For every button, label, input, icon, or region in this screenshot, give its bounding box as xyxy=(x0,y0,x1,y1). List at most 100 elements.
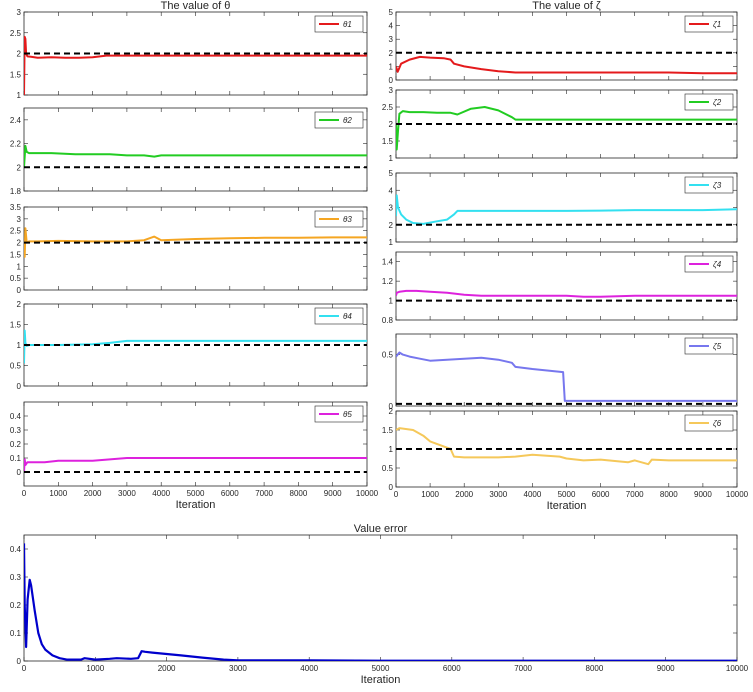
chart-title: The value of θ xyxy=(161,0,231,12)
legend: θ3 xyxy=(314,210,364,228)
x-tick-label: 2000 xyxy=(84,489,102,498)
plot-area xyxy=(24,227,367,258)
series-line-ζ3 xyxy=(396,194,737,225)
y-tick-label: 2 xyxy=(17,239,22,248)
series-line-ζ1 xyxy=(396,55,737,75)
y-tick-label: 0.5 xyxy=(382,351,394,360)
y-tick-label: 1.5 xyxy=(10,321,22,330)
y-tick-label: 2.5 xyxy=(10,29,22,38)
axes-box xyxy=(23,107,368,192)
legend: ζ2 xyxy=(684,93,734,111)
y-tick-label: 1.5 xyxy=(382,426,394,435)
legend-label: ζ2 xyxy=(713,98,722,107)
legend-label: θ2 xyxy=(343,116,352,125)
y-tick-label: 1 xyxy=(17,341,22,350)
y-tick-label: 0 xyxy=(17,468,22,477)
plot-area xyxy=(24,35,367,95)
legend: ζ4 xyxy=(684,255,734,273)
subplot-9: 0.8 1 1.2 1.4 ζ4 xyxy=(382,251,738,325)
y-tick-label: 2.2 xyxy=(10,140,22,149)
y-tick-label: 0.5 xyxy=(382,464,394,473)
x-tick-label: 8000 xyxy=(586,664,604,673)
y-tick-label: 4 xyxy=(389,22,394,31)
series-line-ζ4 xyxy=(396,289,737,298)
y-tick-label: 0.4 xyxy=(10,545,22,554)
y-tick-label: 1 xyxy=(389,238,394,247)
subplot-1: 1 1.5 2 2.5 3 θ1 The value of θ xyxy=(10,0,368,100)
x-tick-label: 6000 xyxy=(443,664,461,673)
x-tick-label: 0 xyxy=(22,664,27,673)
x-tick-label: 5000 xyxy=(187,489,205,498)
y-tick-label: 2 xyxy=(17,50,22,59)
x-tick-label: 1000 xyxy=(49,489,67,498)
plot-area xyxy=(24,329,367,364)
axes-box xyxy=(395,11,738,81)
x-tick-label: 1000 xyxy=(86,664,104,673)
y-tick-label: 3 xyxy=(17,8,22,17)
legend-label: θ4 xyxy=(343,312,352,321)
y-tick-label: 3 xyxy=(389,86,394,95)
y-tick-label: 2.5 xyxy=(10,227,22,236)
x-tick-label: 5000 xyxy=(558,490,576,499)
plot-area xyxy=(396,106,737,151)
y-tick-label: 2 xyxy=(17,163,22,172)
subplot-7: 1 1.5 2 2.5 3 ζ2 xyxy=(382,86,738,163)
x-axis-label: Iteration xyxy=(361,674,401,686)
legend: ζ1 xyxy=(684,15,734,33)
y-tick-label: 0.4 xyxy=(10,412,22,421)
x-tick-label: 3000 xyxy=(229,664,247,673)
axes-box xyxy=(23,206,368,291)
series-line-θ5 xyxy=(24,457,367,473)
plot-area xyxy=(396,427,737,466)
axes-box xyxy=(23,534,738,662)
x-tick-label: 9000 xyxy=(324,489,342,498)
y-tick-label: 0.2 xyxy=(10,440,22,449)
legend: θ4 xyxy=(314,307,364,325)
y-tick-label: 1 xyxy=(389,154,394,163)
y-tick-label: 1 xyxy=(17,91,22,100)
chart-title: Value error xyxy=(354,523,408,535)
y-tick-label: 2 xyxy=(389,49,394,58)
x-tick-label: 9000 xyxy=(694,490,712,499)
legend-label: θ1 xyxy=(343,20,352,29)
x-tick-label: 6000 xyxy=(221,489,239,498)
x-tick-label: 10000 xyxy=(726,490,749,499)
y-tick-label: 1.5 xyxy=(10,70,22,79)
y-tick-label: 0 xyxy=(389,76,394,85)
subplot-4: 0 0.5 1 1.5 2 θ4 xyxy=(10,300,368,391)
x-axis-label: Iteration xyxy=(176,499,216,511)
x-tick-label: 4000 xyxy=(524,490,542,499)
plot-area xyxy=(24,543,737,661)
legend-label: ζ3 xyxy=(713,181,722,190)
x-tick-label: 3000 xyxy=(489,490,507,499)
y-tick-label: 3 xyxy=(389,204,394,213)
y-tick-label: 0 xyxy=(389,483,394,492)
subplot-5: 0 0.1 0.2 0.3 0.4 0 1000 2000 3000 4000 5000 6000 70… xyxy=(10,401,379,511)
y-tick-label: 0.8 xyxy=(382,316,394,325)
plot-area xyxy=(396,194,737,226)
x-tick-label: 1000 xyxy=(421,490,439,499)
legend-label: ζ6 xyxy=(713,419,722,428)
y-tick-label: 4 xyxy=(389,186,394,195)
legend: θ1 xyxy=(314,15,364,33)
y-tick-label: 3 xyxy=(17,215,22,224)
y-tick-label: 2 xyxy=(17,300,22,309)
legend-label: ζ5 xyxy=(713,342,722,351)
series-line-ζ2 xyxy=(396,106,737,151)
y-tick-label: 0.1 xyxy=(10,454,22,463)
series-line-error xyxy=(24,543,737,661)
y-tick-label: 0 xyxy=(17,382,22,391)
y-tick-label: 1 xyxy=(17,262,22,271)
y-tick-label: 1 xyxy=(389,445,394,454)
y-tick-label: 5 xyxy=(389,169,394,178)
y-tick-label: 2.5 xyxy=(382,103,394,112)
x-tick-label: 6000 xyxy=(592,490,610,499)
y-tick-label: 0 xyxy=(389,402,394,411)
y-tick-label: 0.5 xyxy=(10,362,22,371)
plot-area xyxy=(24,144,367,169)
subplot-2: 1.8 2 2.2 2.4 θ2 xyxy=(10,107,368,196)
y-tick-label: 1.8 xyxy=(10,187,22,196)
y-tick-label: 1.4 xyxy=(382,258,394,267)
x-tick-label: 10000 xyxy=(356,489,379,498)
